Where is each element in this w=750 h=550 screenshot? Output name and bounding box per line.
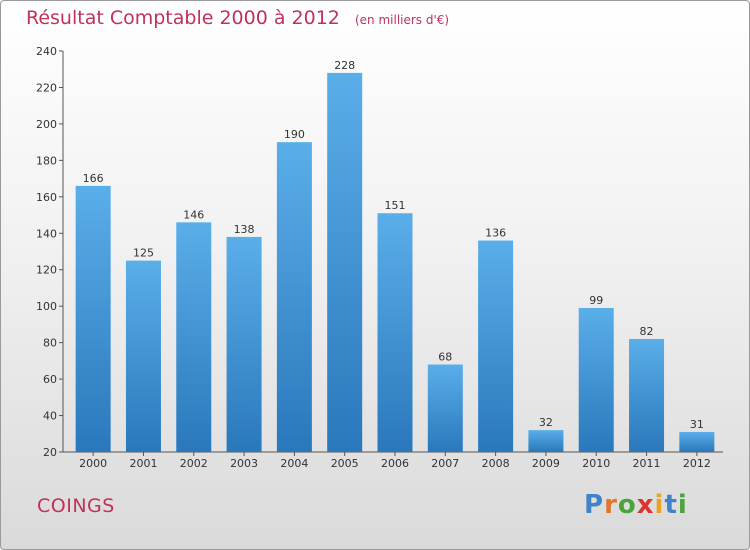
bar bbox=[125, 260, 161, 452]
chart-title: Résultat Comptable 2000 à 2012 bbox=[26, 7, 340, 29]
data-label: 138 bbox=[234, 223, 255, 236]
logo-letter: i bbox=[654, 490, 665, 520]
bar bbox=[276, 142, 312, 453]
data-label: 190 bbox=[284, 128, 305, 141]
y-tick-label: 160 bbox=[36, 191, 57, 204]
x-tick-label: 2000 bbox=[79, 457, 107, 470]
y-tick-label: 200 bbox=[36, 118, 57, 131]
y-tick-label: 60 bbox=[43, 373, 57, 386]
bar bbox=[327, 72, 363, 452]
bar bbox=[478, 240, 514, 452]
x-tick-label: 2005 bbox=[331, 457, 359, 470]
data-label: 82 bbox=[640, 325, 654, 338]
chart-subtitle: (en milliers d'€) bbox=[354, 13, 450, 27]
x-tick-label: 2002 bbox=[180, 457, 208, 470]
data-label: 99 bbox=[589, 294, 603, 307]
logo-letter: x bbox=[636, 490, 655, 520]
logo-letter: P bbox=[584, 490, 605, 520]
bar bbox=[377, 213, 413, 452]
title-row: Résultat Comptable 2000 à 2012 (en milli… bbox=[26, 7, 449, 29]
x-tick-label: 2008 bbox=[482, 457, 510, 470]
x-tick-label: 2004 bbox=[280, 457, 308, 470]
data-label: 151 bbox=[385, 199, 406, 212]
logo-letter: o bbox=[617, 490, 637, 520]
proxiti-logo: Proxiti bbox=[584, 490, 688, 520]
x-tick-label: 2012 bbox=[683, 457, 711, 470]
x-tick-label: 2006 bbox=[381, 457, 409, 470]
y-tick-label: 240 bbox=[36, 45, 57, 58]
logo-letter: r bbox=[604, 490, 618, 520]
y-tick-label: 180 bbox=[36, 154, 57, 167]
bar bbox=[679, 431, 715, 452]
y-tick-label: 40 bbox=[43, 410, 57, 423]
bar bbox=[176, 222, 212, 452]
x-tick-label: 2007 bbox=[431, 457, 459, 470]
x-tick-label: 2009 bbox=[532, 457, 560, 470]
place-name: COINGS bbox=[37, 495, 115, 517]
data-label: 146 bbox=[183, 208, 204, 221]
y-tick-label: 100 bbox=[36, 300, 57, 313]
y-tick-label: 140 bbox=[36, 227, 57, 240]
x-tick-label: 2003 bbox=[230, 457, 258, 470]
logo-letter: t bbox=[664, 490, 678, 520]
bar bbox=[75, 185, 111, 452]
bar bbox=[629, 338, 665, 452]
bar bbox=[226, 236, 262, 452]
x-tick-label: 2010 bbox=[582, 457, 610, 470]
bar bbox=[578, 308, 614, 452]
x-tick-label: 2011 bbox=[633, 457, 661, 470]
data-label: 68 bbox=[438, 351, 452, 364]
bar bbox=[528, 430, 564, 452]
y-tick-label: 20 bbox=[43, 446, 57, 459]
logo-letter: i bbox=[677, 490, 688, 520]
data-label: 31 bbox=[690, 418, 704, 431]
x-tick-label: 2001 bbox=[129, 457, 157, 470]
bar bbox=[427, 364, 463, 452]
data-label: 166 bbox=[83, 172, 104, 185]
y-tick-label: 80 bbox=[43, 337, 57, 350]
data-label: 136 bbox=[485, 227, 506, 240]
data-label: 32 bbox=[539, 416, 553, 429]
data-label: 228 bbox=[334, 59, 355, 72]
y-tick-label: 120 bbox=[36, 264, 57, 277]
y-tick-label: 220 bbox=[36, 81, 57, 94]
data-label: 125 bbox=[133, 247, 154, 260]
